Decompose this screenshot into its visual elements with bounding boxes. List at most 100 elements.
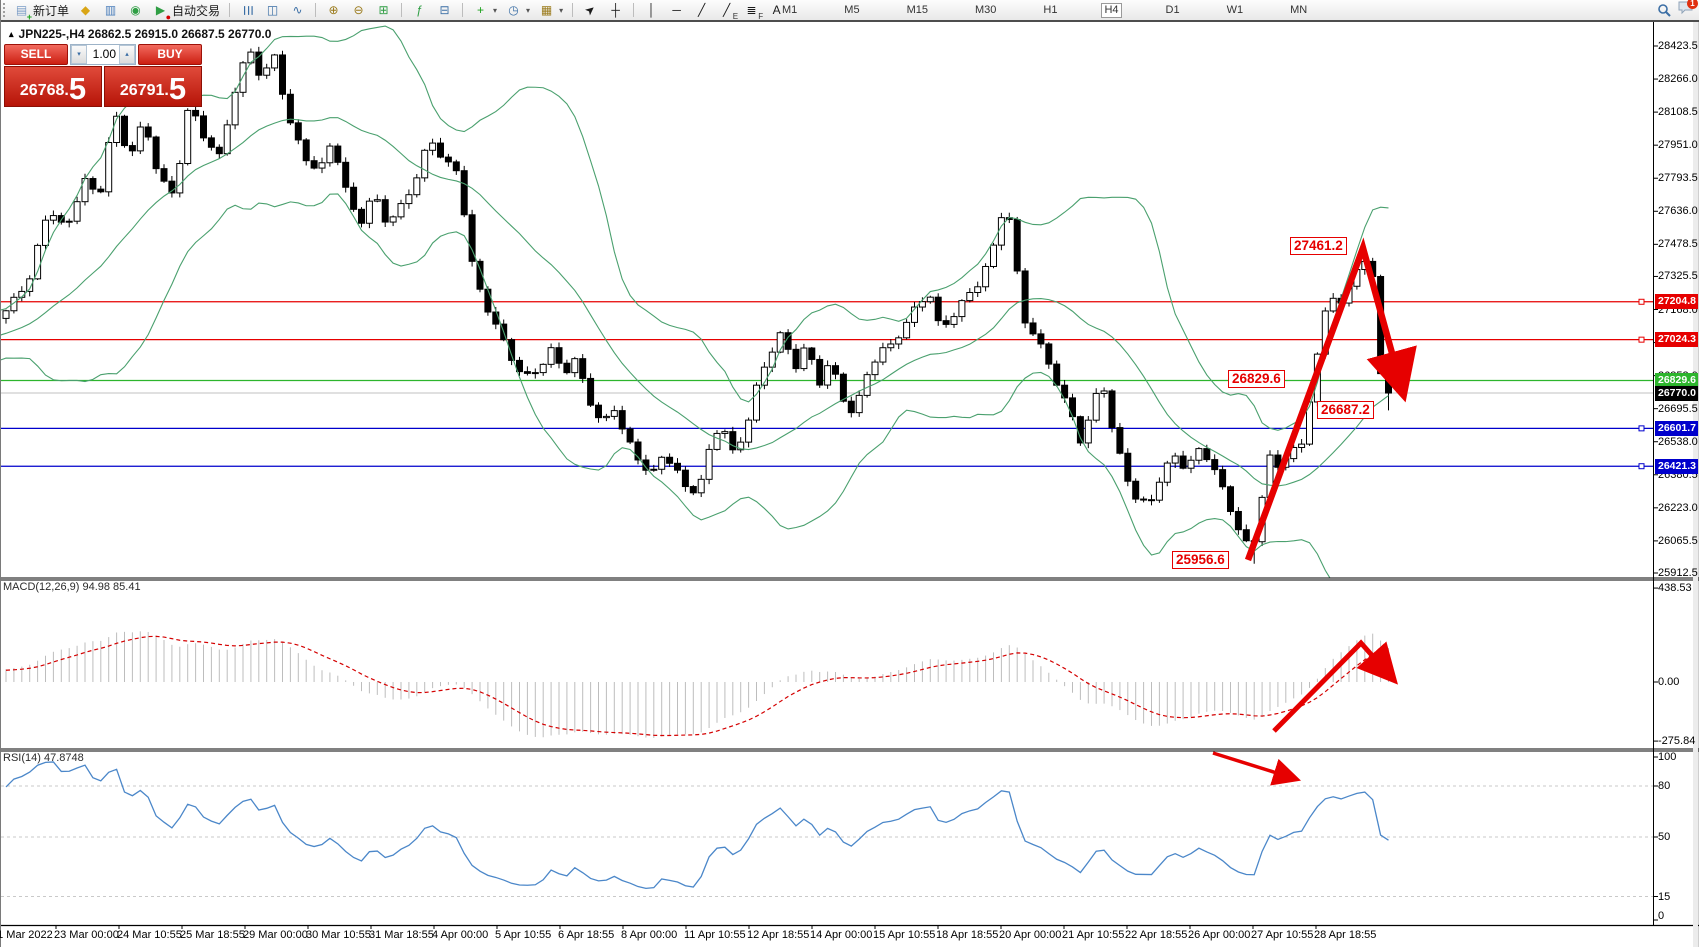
sell-price-main: 26768.: [19, 82, 69, 99]
new-order-button-label: 新订单: [33, 3, 70, 18]
timeframe-w1[interactable]: W1: [1226, 3, 1244, 16]
toolbar-right: 1: [1657, 0, 1698, 20]
zoom-out-icon-glyph: ⊖: [353, 2, 364, 17]
rsi-pane-label: RSI(14) 47.8748: [3, 752, 84, 764]
buy-price-tile[interactable]: 26791. 5: [104, 66, 202, 107]
price-tick-label: 26695.5: [1658, 402, 1698, 415]
signal-icon[interactable]: ◉: [125, 2, 146, 19]
price-annotation-27461.2[interactable]: 27461.2: [1290, 237, 1347, 255]
text-tool[interactable]: A: [766, 2, 781, 19]
timeframe-m5[interactable]: M5: [844, 3, 860, 16]
period-button[interactable]: ◷ ▾: [503, 2, 532, 19]
cursor-tool[interactable]: ➤: [580, 1, 601, 19]
trendline-tool[interactable]: ╱: [691, 2, 712, 19]
highlight-tool-icon[interactable]: ◆: [75, 2, 96, 19]
hline-tool[interactable]: ─: [666, 2, 687, 19]
date-axis-label: 29 Mar 00:00: [243, 929, 308, 941]
rsi-axis-label: 0: [1658, 910, 1665, 922]
candlestick-chart-icon[interactable]: ◫: [262, 2, 283, 19]
vline-tool[interactable]: │: [641, 2, 662, 19]
add-indicator-button[interactable]: + ▾: [470, 2, 499, 19]
trend-arrow-main[interactable]: [1244, 237, 1417, 562]
indicators-icon-glyph: ƒ: [416, 2, 423, 17]
timeframe-h1[interactable]: H1: [1043, 3, 1058, 16]
timeframe-m1[interactable]: M1: [782, 3, 798, 16]
rsi-axis-label: 15: [1658, 890, 1671, 903]
rsi-axis-label: 50: [1658, 831, 1671, 843]
trend-arrow-macd[interactable]: [1272, 639, 1398, 733]
toolbar-separator: [315, 3, 317, 17]
crosshair-tool[interactable]: ┼: [605, 2, 626, 19]
hline-handle[interactable]: [1638, 425, 1645, 432]
timeframe-m15[interactable]: M15: [906, 3, 928, 16]
price-tick-label: 28266.0: [1658, 73, 1698, 86]
autotrade-button[interactable]: ▶ ● 自动交易: [150, 2, 222, 21]
macd-axis-label: 0.00: [1658, 676, 1680, 688]
dropdown-caret-icon[interactable]: ▾: [526, 5, 531, 15]
dropdown-caret-icon[interactable]: ▾: [493, 5, 498, 15]
search-icon[interactable]: [1657, 3, 1672, 18]
hline-handle[interactable]: [1638, 463, 1645, 470]
indicator-window-icon[interactable]: ⊟: [434, 2, 455, 19]
fibonacci-tool[interactable]: ≣ F: [741, 2, 764, 21]
hline-tool-glyph: ─: [672, 2, 681, 17]
trend-arrow-rsi[interactable]: [1212, 751, 1302, 786]
line-chart-icon[interactable]: ∿: [287, 2, 308, 19]
indicators-icon[interactable]: ƒ: [409, 2, 430, 19]
sell-button[interactable]: SELL: [4, 44, 68, 65]
chat-button[interactable]: 1: [1678, 0, 1698, 20]
macd-signal-line: [5, 635, 1389, 737]
notification-badge[interactable]: 1: [1687, 0, 1698, 9]
macd-axis-label: 438.53: [1658, 582, 1692, 595]
candlesticks: [2, 46, 1392, 564]
toolbar-separator: [462, 3, 464, 17]
timeframe-d1[interactable]: D1: [1165, 3, 1180, 16]
date-axis-label: 28 Apr 18:55: [1314, 929, 1377, 941]
new-order-button-glyph: ▤ +: [15, 2, 32, 21]
toolbar-separator: [229, 3, 231, 17]
timeframe-mn[interactable]: MN: [1290, 3, 1308, 16]
autotrade-button-glyph: ▶ ●: [155, 2, 172, 21]
bar-chart-icon[interactable]: ☰: [237, 2, 258, 19]
dropdown-caret-icon[interactable]: ▾: [559, 5, 564, 15]
zoom-in-icon[interactable]: ⊕: [323, 2, 344, 19]
template-button[interactable]: ▦ ▾: [536, 2, 565, 19]
toolbar-left-tools: ▤+新订单◆▥◉▶●自动交易☰◫∿⊕⊖⊞ƒ⊟+▾◷▾▦▾➤┼│─╱╱E≣FAT❖…: [1, 0, 781, 20]
volume-up-button[interactable]: ▴: [119, 45, 135, 64]
price-annotation-25956.6[interactable]: 25956.6: [1172, 551, 1229, 569]
macd-pane-label: MACD(12,26,9) 94.98 85.41: [3, 581, 141, 593]
tile-windows-icon[interactable]: ⊞: [373, 2, 394, 19]
rsi-pane: [5, 761, 1389, 890]
template-button-glyph: ▦: [540, 2, 553, 17]
hline-handle[interactable]: [1638, 298, 1645, 305]
bollinger-middle: [1, 117, 1389, 487]
profile-icon[interactable]: ▥: [100, 2, 121, 19]
ohlc-title-text: JPN225-,H4 26862.5 26915.0 26687.5 26770…: [18, 27, 272, 41]
channel-tool[interactable]: ╱ E: [716, 2, 739, 21]
date-axis-label: 31 Mar 18:55: [369, 929, 434, 941]
sell-price-tile[interactable]: 26768. 5: [4, 66, 102, 107]
volume-down-button[interactable]: ▾: [71, 45, 87, 64]
timeframe-h4[interactable]: H4: [1101, 2, 1122, 18]
add-indicator-button-glyph: +: [477, 2, 485, 17]
date-axis-label: 6 Apr 18:55: [558, 929, 615, 941]
price-annotation-26829.6[interactable]: 26829.6: [1228, 370, 1285, 388]
price-annotation-26687.2[interactable]: 26687.2: [1317, 401, 1374, 419]
period-button-glyph: ◷: [508, 2, 519, 17]
price-tick-label: 28108.5: [1658, 106, 1698, 119]
zoom-out-icon[interactable]: ⊖: [348, 2, 369, 19]
tool-sub-letter: E: [732, 11, 739, 20]
overlay-mark: +: [26, 11, 32, 20]
new-order-button[interactable]: ▤ + 新订单: [11, 2, 71, 21]
tool-sub-letter: F: [758, 11, 764, 20]
text-tool-glyph: A: [772, 2, 781, 17]
window-edge-strip: [1693, 20, 1698, 947]
chart-symbol-title: ▴ JPN225-,H4 26862.5 26915.0 26687.5 267…: [9, 27, 271, 41]
buy-button[interactable]: BUY: [138, 44, 202, 65]
price-badge-27024.3: 27024.3: [1655, 332, 1698, 348]
volume-value[interactable]: 1.00: [92, 47, 116, 61]
hline-handle[interactable]: [1638, 336, 1645, 343]
timeframe-m30[interactable]: M30: [974, 3, 997, 16]
